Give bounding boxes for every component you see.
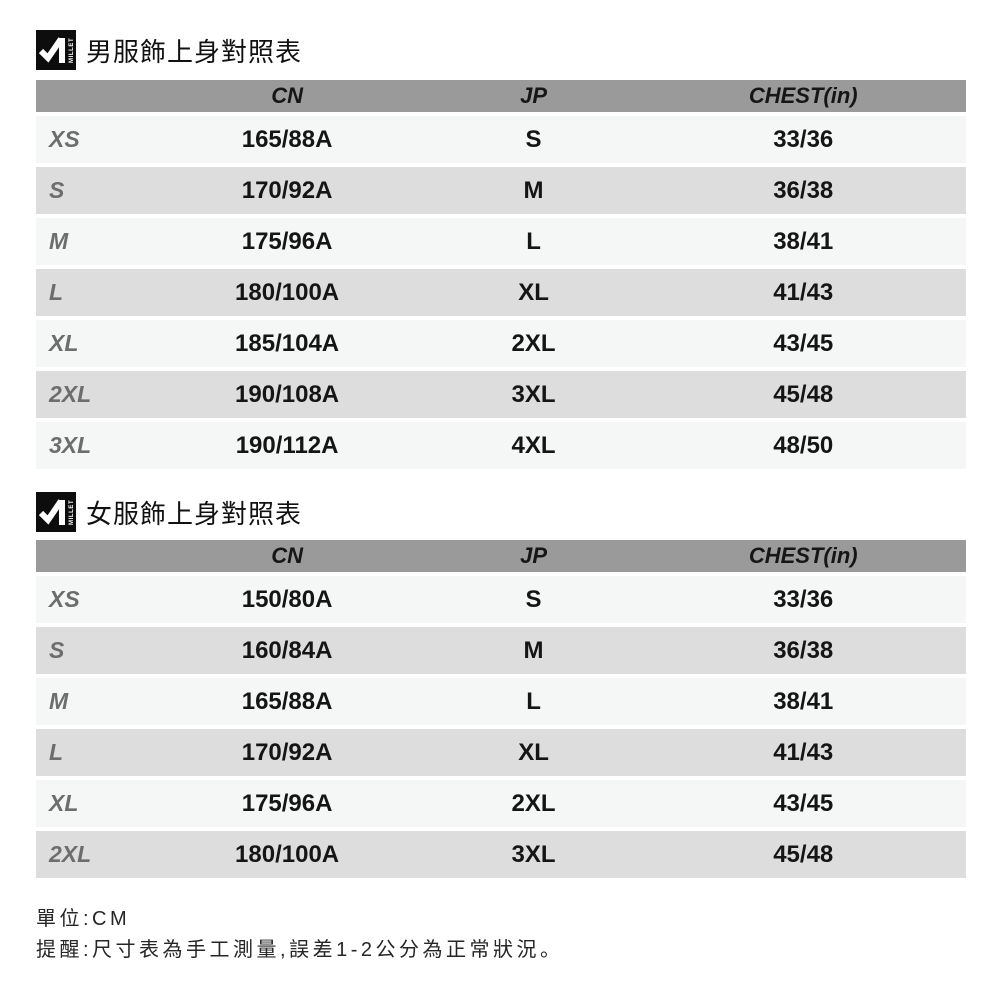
header-cn-column: CN — [271, 543, 303, 568]
millet-logo-icon: MILLET — [36, 30, 76, 70]
table-row: L 170/92A XL 41/43 — [36, 729, 966, 776]
chest-cell: 38/41 — [773, 687, 834, 715]
size-chart-page: MILLET 男服飾上身對照表 CN JP CHEST(in) XS 165/8… — [36, 30, 966, 966]
size-cell: XL — [49, 330, 79, 356]
chest-cell: 33/36 — [773, 125, 834, 153]
size-cell: S — [49, 637, 65, 663]
cn-cell: 170/92A — [241, 176, 333, 204]
size-cell: M — [49, 688, 69, 714]
measurement-note: 提醒:尺寸表為手工測量,誤差1-2公分為正常狀況。 — [36, 939, 564, 961]
cn-cell: 190/112A — [235, 431, 339, 459]
cn-cell: 190/108A — [235, 380, 340, 408]
jp-cell: 2XL — [511, 789, 556, 817]
table-row: M 175/96A L 38/41 — [36, 218, 966, 265]
jp-cell: XL — [518, 738, 549, 766]
mens-table-header-row: CN JP CHEST(in) — [36, 80, 966, 112]
chest-cell: 48/50 — [773, 431, 834, 459]
table-row: 2XL 180/100A 3XL 45/48 — [36, 831, 966, 878]
table-row: L 180/100A XL 41/43 — [36, 269, 966, 316]
womens-section-title: MILLET 女服飾上身對照表 — [36, 492, 966, 532]
jp-cell: 3XL — [511, 840, 556, 868]
size-cell: XL — [49, 790, 79, 816]
size-cell: XS — [49, 126, 80, 152]
cn-cell: 185/104A — [235, 329, 340, 357]
cn-cell: 160/84A — [241, 636, 333, 664]
chest-cell: 43/45 — [773, 329, 834, 357]
table-row: XL 185/104A 2XL 43/45 — [36, 320, 966, 367]
table-row: XL 175/96A 2XL 43/45 — [36, 780, 966, 827]
table-row: XS 165/88A S 33/36 — [36, 116, 966, 163]
chest-cell: 38/41 — [773, 227, 834, 255]
cn-cell: 175/96A — [241, 789, 333, 817]
chest-cell: 45/48 — [773, 380, 834, 408]
jp-cell: 4XL — [511, 431, 556, 459]
size-cell: S — [49, 177, 65, 203]
logo-check-mark — [38, 37, 64, 63]
header-chest-column: CHEST(in) — [748, 543, 858, 568]
chest-cell: 41/43 — [773, 278, 834, 306]
mens-table-title: 男服飾上身對照表 — [86, 36, 303, 67]
millet-logo-icon: MILLET — [36, 492, 76, 532]
chest-cell: 45/48 — [773, 840, 834, 868]
table-row: S 170/92A M 36/38 — [36, 167, 966, 214]
header-chest-column: CHEST(in) — [748, 83, 858, 108]
cn-cell: 170/92A — [241, 738, 333, 766]
jp-cell: M — [523, 176, 544, 204]
table-row: M 165/88A L 38/41 — [36, 678, 966, 725]
jp-cell: 2XL — [511, 329, 556, 357]
header-cn-column: CN — [271, 83, 303, 108]
size-cell: L — [49, 279, 64, 305]
table-row: 2XL 190/108A 3XL 45/48 — [36, 371, 966, 418]
womens-table-title: 女服飾上身對照表 — [86, 498, 303, 529]
chest-cell: 36/38 — [773, 636, 834, 664]
table-row: S 160/84A M 36/38 — [36, 627, 966, 674]
logo-check-mark — [38, 499, 64, 525]
size-cell: 3XL — [49, 432, 92, 458]
size-cell: 2XL — [49, 381, 92, 407]
jp-cell: M — [523, 636, 544, 664]
cn-cell: 175/96A — [241, 227, 333, 255]
size-cell: XS — [49, 586, 80, 612]
jp-cell: XL — [518, 278, 549, 306]
cn-cell: 165/88A — [241, 125, 333, 153]
logo-brand-text: MILLET — [69, 38, 75, 63]
jp-cell: S — [525, 585, 542, 613]
cn-cell: 180/100A — [235, 278, 340, 306]
womens-size-table-section: MILLET 女服飾上身對照表 CN JP CHEST(in) XS 150/8… — [36, 492, 966, 878]
logo-brand-text: MILLET — [69, 500, 75, 525]
header-jp-column: JP — [520, 83, 547, 108]
chest-cell: 33/36 — [773, 585, 834, 613]
jp-cell: L — [526, 687, 541, 715]
jp-cell: 3XL — [511, 380, 556, 408]
chest-cell: 43/45 — [773, 789, 834, 817]
mens-size-table-section: MILLET 男服飾上身對照表 CN JP CHEST(in) XS 165/8… — [36, 30, 966, 469]
jp-cell: L — [526, 227, 541, 255]
unit-note: 單位:CM — [36, 908, 131, 930]
table-row: 3XL 190/112A 4XL 48/50 — [36, 422, 966, 469]
footer-notes: 單位:CM 提醒:尺寸表為手工測量,誤差1-2公分為正常狀況。 — [36, 904, 966, 966]
womens-table-header-row: CN JP CHEST(in) — [36, 540, 966, 572]
table-row: XS 150/80A S 33/36 — [36, 576, 966, 623]
header-jp-column: JP — [520, 543, 547, 568]
size-cell: 2XL — [49, 841, 92, 867]
jp-cell: S — [525, 125, 542, 153]
cn-cell: 180/100A — [235, 840, 340, 868]
size-cell: L — [49, 739, 64, 765]
chest-cell: 41/43 — [773, 738, 834, 766]
cn-cell: 150/80A — [241, 585, 333, 613]
cn-cell: 165/88A — [241, 687, 333, 715]
mens-section-title: MILLET 男服飾上身對照表 — [36, 30, 966, 70]
size-cell: M — [49, 228, 69, 254]
chest-cell: 36/38 — [773, 176, 834, 204]
